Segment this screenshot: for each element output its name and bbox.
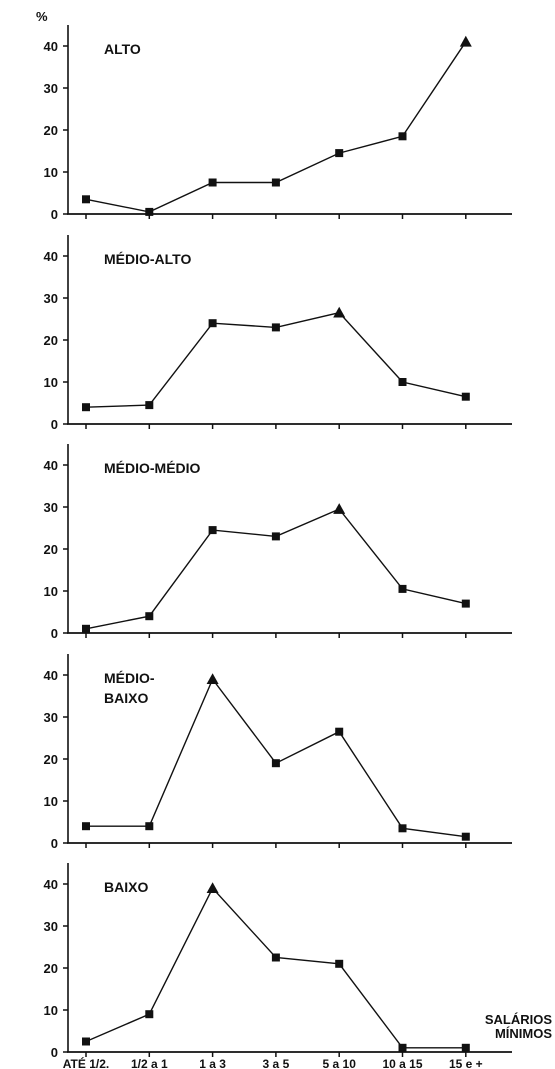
data-point-triangle (333, 306, 346, 318)
data-point (82, 1037, 90, 1046)
y-tick-label: 20 (44, 333, 58, 348)
data-point (335, 727, 344, 736)
x-category-label: 15 e + (449, 1057, 483, 1069)
data-point (335, 959, 344, 968)
data-point (82, 403, 90, 412)
y-tick-label: 20 (44, 752, 58, 767)
y-tick-label: 30 (44, 500, 58, 515)
y-tick-label: 20 (44, 961, 58, 976)
y-tick-label: 0 (51, 836, 58, 851)
data-point (398, 378, 407, 386)
data-point (271, 323, 280, 332)
y-tick-label: 30 (44, 291, 58, 306)
markers-layer (82, 35, 472, 1052)
x-category-label: 5 a 10 (323, 1057, 357, 1069)
data-point (82, 195, 90, 204)
data-point (145, 401, 154, 410)
series-line-panel-3 (85, 508, 466, 630)
panel-label-2: MÉDIO-ALTO (104, 251, 191, 267)
y-tick-label: 0 (51, 417, 58, 432)
data-point (208, 178, 217, 187)
data-point (145, 207, 154, 216)
y-tick-label: 30 (44, 919, 58, 934)
y-tick-label: 0 (51, 1045, 58, 1060)
y-tick-label: 0 (51, 207, 58, 222)
panel-label-4: BAIXO (104, 690, 148, 706)
data-point (398, 1043, 407, 1052)
x-category-label: 1 a 3 (199, 1057, 226, 1069)
x-axis-title: MÍNIMOS (495, 1026, 552, 1041)
data-point-triangle (459, 35, 472, 47)
data-point (461, 599, 470, 608)
y-tick-label: 0 (51, 626, 58, 641)
data-point-triangle (206, 882, 219, 893)
y-tick-label: 10 (44, 165, 58, 180)
y-tick-label: 10 (44, 794, 58, 809)
data-point (461, 832, 470, 841)
data-point (271, 759, 280, 768)
data-point (271, 532, 280, 541)
data-point-triangle (333, 503, 346, 514)
data-point (398, 824, 407, 833)
y-tick-label: 40 (44, 877, 58, 892)
y-tick-label: 30 (44, 81, 58, 96)
data-point (271, 953, 280, 962)
y-tick-label: 10 (44, 1003, 58, 1018)
y-tick-label: 20 (44, 123, 58, 138)
data-point (398, 132, 407, 141)
x-category-label: ATÉ 1/2. (63, 1056, 109, 1069)
data-point (398, 584, 407, 593)
y-tick-label: 40 (44, 39, 58, 54)
y-tick-label: 40 (44, 458, 58, 473)
data-point (145, 1010, 154, 1019)
data-point (461, 392, 470, 401)
x-category-label: 10 a 15 (382, 1057, 422, 1069)
series-line-panel-5 (85, 886, 466, 1049)
data-point (145, 612, 154, 621)
y-unit-label: % (36, 9, 48, 24)
data-point-triangle (206, 673, 219, 684)
x-category-label: 3 a 5 (263, 1057, 290, 1069)
data-point (145, 822, 154, 831)
x-axis-title: SALÁRIOS (485, 1012, 553, 1027)
panel-label-1: ALTO (104, 41, 141, 57)
data-point (208, 526, 217, 535)
y-tick-label: 40 (44, 668, 58, 683)
panel-label-5: BAIXO (104, 879, 148, 895)
y-tick-label: 40 (44, 249, 58, 264)
y-tick-label: 10 (44, 375, 58, 390)
data-point (82, 624, 90, 633)
data-point (271, 178, 280, 187)
y-tick-label: 10 (44, 584, 58, 599)
data-point (335, 149, 344, 158)
text-layer: % 0 10 20 30 40 ALTO 0 10 20 30 40 MÉDIO-ALTO 0 10 20 30… (36, 9, 552, 1069)
axes-layer (63, 25, 512, 1057)
data-point (208, 319, 217, 328)
y-tick-label: 20 (44, 542, 58, 557)
data-point (461, 1043, 470, 1052)
panel-label-4: MÉDIO- (104, 670, 155, 686)
y-tick-label: 30 (44, 710, 58, 725)
x-category-label: 1/2 a 1 (131, 1057, 168, 1069)
data-point (82, 822, 90, 831)
lines-layer (85, 41, 467, 1049)
panel-label-3: MÉDIO-MÉDIO (104, 460, 201, 476)
